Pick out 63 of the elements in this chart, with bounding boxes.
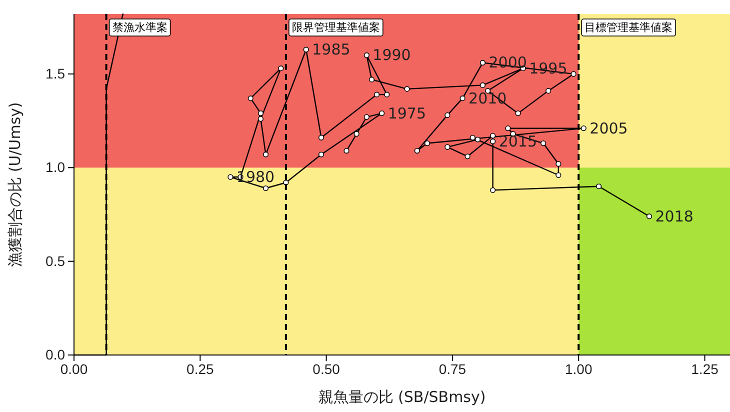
point (464, 154, 470, 160)
point (228, 174, 234, 180)
point (490, 132, 496, 139)
y-tick-label: 0.0 (46, 346, 66, 362)
y-tick-label: 1.0 (46, 159, 66, 176)
point (262, 152, 269, 158)
point (505, 126, 511, 132)
point (258, 116, 264, 122)
point (368, 76, 375, 82)
x-tick-label: 0.75 (438, 360, 466, 377)
point (474, 136, 480, 142)
point (580, 126, 586, 132)
point (570, 71, 576, 77)
point (248, 96, 254, 102)
point (556, 172, 562, 178)
point (303, 46, 309, 52)
point (364, 52, 370, 58)
y-tick-label: 1.5 (46, 65, 66, 82)
x-tick-label: 1.00 (564, 360, 592, 377)
y-axis-title: 漁獲割合の比 (U/Umsy) (6, 102, 24, 267)
x-tick-label: 0.00 (60, 360, 88, 377)
point (646, 214, 652, 220)
point (379, 110, 385, 116)
x-tick-label: 0.50 (312, 360, 340, 377)
annotation: 2015 (498, 132, 538, 150)
annotation: 1990 (372, 46, 411, 64)
point (480, 82, 486, 88)
x-tick-label: 1.25 (691, 360, 719, 377)
x-axis-title: 親魚量の比 (SB/SBmsy) (318, 388, 486, 406)
point (278, 66, 284, 72)
point (364, 114, 370, 120)
point (404, 86, 410, 92)
ref-line-label: 目標管理基準値案 (584, 21, 673, 34)
point (444, 112, 450, 118)
point (540, 140, 546, 146)
ref-line-label: 限界管理基準値案 (292, 21, 380, 34)
point (424, 140, 430, 146)
point (556, 161, 562, 167)
point (374, 92, 380, 98)
point (480, 60, 486, 66)
annotation: 2018 (655, 207, 694, 226)
point (490, 138, 496, 144)
point (318, 152, 324, 158)
annotation: 1975 (388, 104, 426, 122)
point (318, 134, 324, 140)
point (354, 131, 360, 137)
point (596, 184, 602, 190)
y-tick-label: 0.5 (46, 252, 66, 269)
annotation: 2005 (590, 119, 628, 138)
point (515, 110, 521, 116)
point (490, 187, 496, 193)
annotation: 1985 (312, 40, 350, 59)
point (262, 185, 269, 192)
point (470, 134, 476, 140)
point (444, 144, 450, 150)
x-tick-label: 0.25 (186, 360, 214, 377)
point (546, 88, 552, 94)
point (460, 96, 466, 102)
point (384, 92, 390, 98)
point (258, 110, 264, 116)
point (344, 148, 350, 154)
point (414, 148, 420, 154)
ref-line-label: 禁漁水準案 (112, 21, 168, 34)
